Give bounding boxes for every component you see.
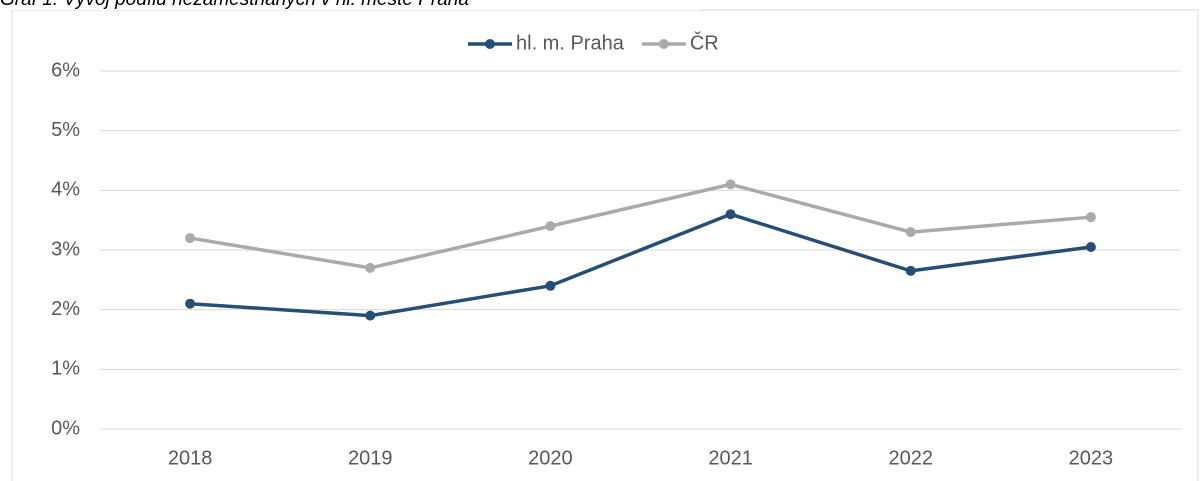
x-tick-label: 2021 (708, 447, 753, 469)
y-tick-label: 0% (51, 417, 80, 439)
y-tick-label: 1% (51, 358, 80, 380)
legend-marker (485, 39, 495, 49)
title-bg (0, 0, 700, 10)
data-point (545, 280, 556, 291)
x-tick-label: 2019 (348, 447, 393, 469)
y-tick-label: 3% (51, 238, 80, 260)
data-point (545, 221, 556, 232)
chart-title: Graf 1: Vývoj podílu nezaměstnaných v hl… (0, 0, 469, 10)
series-line (189, 182, 1092, 270)
data-point (365, 262, 376, 273)
chart-border (11, 9, 1199, 481)
y-tick-label: 2% (51, 298, 80, 320)
data-point (725, 209, 736, 220)
legend-label: hl. m. Praha (516, 32, 625, 54)
data-point (905, 265, 916, 276)
x-tick-label: 2022 (889, 447, 934, 469)
x-tick-label: 2018 (168, 447, 213, 469)
y-tick-label: 6% (51, 59, 80, 81)
x-tick-label: 2023 (1069, 447, 1114, 469)
x-tick-label: 2020 (528, 447, 573, 469)
data-point (905, 227, 916, 238)
data-point (1085, 242, 1096, 253)
y-tick-label: 5% (51, 119, 80, 141)
series-line (189, 212, 1092, 318)
data-point (1085, 212, 1096, 223)
data-point (185, 233, 196, 244)
data-point (185, 298, 196, 309)
y-tick-label: 4% (51, 179, 80, 201)
data-point (725, 179, 736, 190)
data-point (365, 310, 376, 321)
legend-marker (658, 39, 669, 49)
legend-label: ČR (690, 31, 719, 54)
